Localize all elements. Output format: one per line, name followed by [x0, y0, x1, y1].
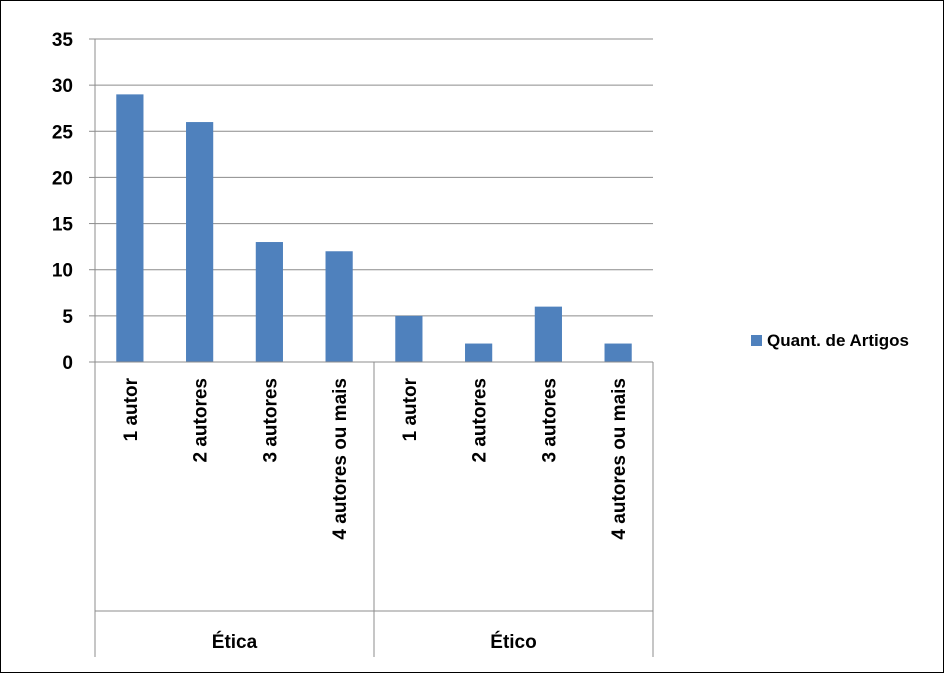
y-tick-label: 10 — [52, 261, 73, 282]
x-tick-label: 2 autores — [470, 378, 491, 462]
y-tick-label: 15 — [52, 215, 74, 236]
y-tick-label: 0 — [62, 353, 73, 374]
legend-label: Quant. de Artigos — [767, 331, 909, 350]
bar — [395, 315, 423, 362]
x-tick-label: 1 autor — [121, 377, 142, 441]
y-tick-label: 30 — [52, 76, 73, 97]
bars — [116, 94, 632, 362]
bar — [255, 242, 283, 362]
bar — [325, 251, 353, 362]
bar — [604, 343, 632, 362]
x-tick-label: 2 autores — [191, 378, 212, 462]
y-tick-label: 5 — [62, 307, 73, 328]
x-tick-label: 4 autores ou mais — [609, 378, 630, 540]
y-axis: 0 5 10 15 20 25 30 35 — [52, 30, 96, 374]
legend-swatch — [751, 335, 762, 346]
group-label: Ético — [490, 631, 536, 653]
x-axis: 1 autor 2 autores 3 autores 4 autores ou ma… — [94, 361, 654, 657]
y-tick-label: 25 — [52, 122, 74, 143]
y-tick-label: 20 — [52, 168, 73, 189]
group-label: Ética — [212, 631, 258, 653]
x-tick-label: 1 autor — [400, 377, 421, 441]
legend: Quant. de Artigos — [751, 331, 909, 350]
x-tick-label: 3 autores — [260, 378, 281, 462]
x-tick-label: 3 autores — [539, 378, 560, 462]
bar — [116, 94, 144, 362]
bar — [534, 306, 562, 362]
bar — [186, 122, 214, 362]
x-tick-label: 4 autores ou mais — [330, 378, 351, 540]
bar — [465, 343, 493, 362]
y-tick-label: 35 — [52, 30, 74, 51]
gridlines — [95, 38, 653, 317]
